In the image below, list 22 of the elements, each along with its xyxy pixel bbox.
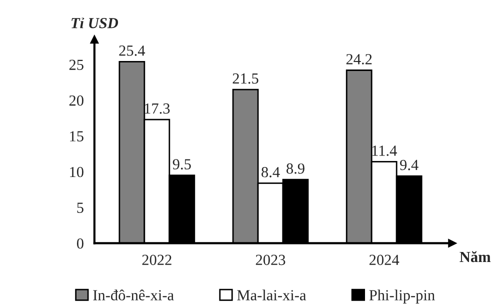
y-tick-label: 15 [70, 131, 84, 142]
y-tick-label: 5 [77, 202, 84, 213]
legend-label: In-đô-nê-xi-a [93, 290, 174, 300]
data-label: 25.4 [119, 46, 146, 56]
y-tick-label: 10 [70, 166, 84, 178]
x-tick-label: 2022 [142, 254, 172, 266]
legend-label: Ma-lai-xi-a [237, 290, 306, 300]
y-tick-label: 20 [69, 95, 84, 106]
data-label: 21.5 [232, 73, 258, 84]
y-tick-label: 0 [76, 238, 84, 249]
legend-label: Phi-lip-pin [369, 290, 435, 304]
data-label: 8.4 [262, 166, 280, 178]
x-axis-title: Năm [460, 251, 491, 262]
y-axis-title: Tỉ USD [72, 18, 118, 28]
data-label: 11.4 [372, 146, 397, 156]
x-tick-label: 2023 [256, 254, 286, 266]
x-tick-label: 2024 [370, 254, 400, 266]
data-label: 8.9 [286, 163, 304, 174]
data-label: 9.5 [172, 159, 191, 170]
data-label: 9.4 [400, 160, 418, 170]
data-label: 24.2 [346, 54, 372, 64]
y-tick-label: 25 [69, 60, 84, 70]
